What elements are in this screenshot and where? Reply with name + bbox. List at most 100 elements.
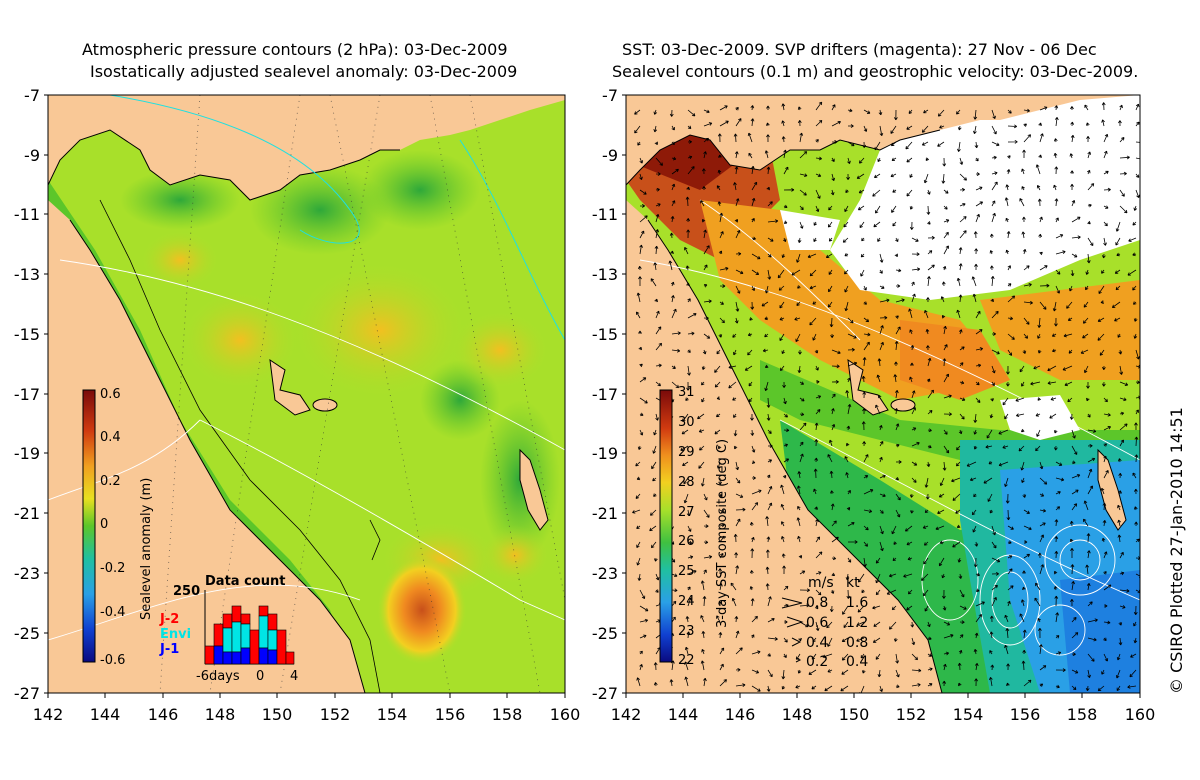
velocity-arrow xyxy=(750,598,755,607)
velocity-arrow xyxy=(1007,525,1014,530)
velocity-arrow xyxy=(717,169,722,175)
velocity-arrow xyxy=(937,109,945,117)
velocity-arrow xyxy=(1055,491,1061,495)
velocity-arrow xyxy=(1039,251,1043,256)
velocity-arrow xyxy=(998,429,1009,435)
velocity-arrow xyxy=(959,589,965,598)
velocity-arrow xyxy=(812,637,817,643)
velocity-arrow xyxy=(685,397,689,401)
velocity-arrow xyxy=(863,109,871,114)
velocity-arrow xyxy=(636,292,641,303)
velocity-arrow xyxy=(1101,537,1106,543)
velocity-arrow xyxy=(1134,521,1138,527)
velocity-arrow xyxy=(911,252,920,257)
velocity-arrow xyxy=(1063,333,1073,338)
velocity-arrow xyxy=(1069,153,1074,159)
velocity-arrow xyxy=(751,669,760,674)
velocity-arrow xyxy=(766,166,771,175)
velocity-arrow xyxy=(764,316,769,321)
velocity-arrow xyxy=(842,237,849,243)
velocity-arrow xyxy=(958,247,963,255)
velocity-arrow xyxy=(717,133,722,143)
velocity-arrow xyxy=(892,221,897,227)
velocity-arrow xyxy=(1119,171,1127,176)
velocity-arrow xyxy=(891,525,897,535)
velocity-arrow xyxy=(735,198,740,207)
velocity-arrow xyxy=(700,200,705,207)
velocity-arrow xyxy=(829,605,834,612)
velocity-arrow xyxy=(943,373,950,383)
velocity-arrow xyxy=(1007,349,1013,356)
velocity-arrow xyxy=(1135,103,1140,111)
velocity-arrow xyxy=(911,281,915,287)
velocity-arrow xyxy=(879,541,884,552)
velocity-arrow xyxy=(943,412,952,417)
velocity-arrow xyxy=(1070,183,1074,191)
velocity-arrow xyxy=(891,157,897,161)
velocity-arrow xyxy=(1119,365,1124,375)
velocity-arrow xyxy=(639,634,647,639)
velocity-arrow xyxy=(975,172,980,176)
velocity-arrow xyxy=(942,605,947,611)
velocity-arrow xyxy=(973,429,978,435)
velocity-arrow xyxy=(639,173,643,180)
velocity-arrow xyxy=(1087,618,1098,623)
velocity-arrow xyxy=(735,565,740,575)
velocity-arrow xyxy=(863,525,869,531)
velocity-arrow xyxy=(639,397,648,404)
velocity-arrow xyxy=(654,245,659,255)
velocity-arrow xyxy=(715,413,721,418)
velocity-arrow xyxy=(716,461,721,469)
velocity-arrow xyxy=(845,442,850,447)
velocity-arrow xyxy=(1055,651,1062,655)
velocity-arrow xyxy=(703,245,710,255)
velocity-arrow xyxy=(1082,333,1089,339)
velocity-arrow xyxy=(857,205,865,211)
velocity-arrow xyxy=(856,621,865,626)
velocity-arrow xyxy=(875,589,881,596)
velocity-arrow xyxy=(959,173,967,181)
velocity-arrow xyxy=(1134,422,1138,431)
velocity-arrow xyxy=(1087,237,1094,247)
velocity-arrow xyxy=(637,445,642,450)
velocity-arrow xyxy=(863,317,870,323)
velocity-arrow xyxy=(686,509,691,517)
colorbar-tick: 29 xyxy=(678,445,695,460)
velocity-arrow xyxy=(927,235,935,240)
velocity-arrow xyxy=(799,221,804,229)
velocity-arrow xyxy=(1127,269,1137,276)
velocity-arrow xyxy=(983,477,993,484)
velocity-arrow xyxy=(735,507,746,512)
velocity-arrow xyxy=(1119,104,1123,111)
credit-label: © CSIRO Plotted 27-Jan-2010 14:51 xyxy=(1167,407,1186,694)
velocity-arrow xyxy=(797,506,801,511)
velocity-arrow xyxy=(1039,461,1044,470)
velocity-arrow xyxy=(895,669,900,678)
velocity-arrow xyxy=(671,331,681,336)
velocity-arrow xyxy=(671,308,677,319)
velocity-arrow xyxy=(988,676,993,687)
velocity-arrow xyxy=(1119,137,1125,143)
velocity-arrow xyxy=(655,229,660,239)
velocity-arrow xyxy=(815,551,823,559)
velocity-arrow xyxy=(798,637,802,642)
velocity-arrow xyxy=(911,267,921,272)
velocity-arrow xyxy=(1007,139,1018,144)
velocity-arrow xyxy=(974,632,979,639)
velocity-arrow xyxy=(911,477,917,483)
velocity-arrow xyxy=(1054,166,1059,175)
velocity-arrow xyxy=(815,571,822,575)
velocity-arrow xyxy=(639,664,643,671)
velocity-arrow xyxy=(735,667,741,672)
velocity-arrow xyxy=(1069,520,1074,527)
velocity-arrow xyxy=(975,572,981,577)
legend-header-ms: m/s xyxy=(808,575,834,591)
velocity-arrow xyxy=(975,310,981,319)
velocity-arrow xyxy=(1071,632,1079,639)
velocity-arrow xyxy=(911,637,916,646)
velocity-arrow xyxy=(766,186,770,191)
velocity-arrow xyxy=(703,569,707,575)
velocity-arrow xyxy=(766,134,770,143)
velocity-arrow xyxy=(957,662,962,671)
velocity-arrow xyxy=(831,140,838,144)
